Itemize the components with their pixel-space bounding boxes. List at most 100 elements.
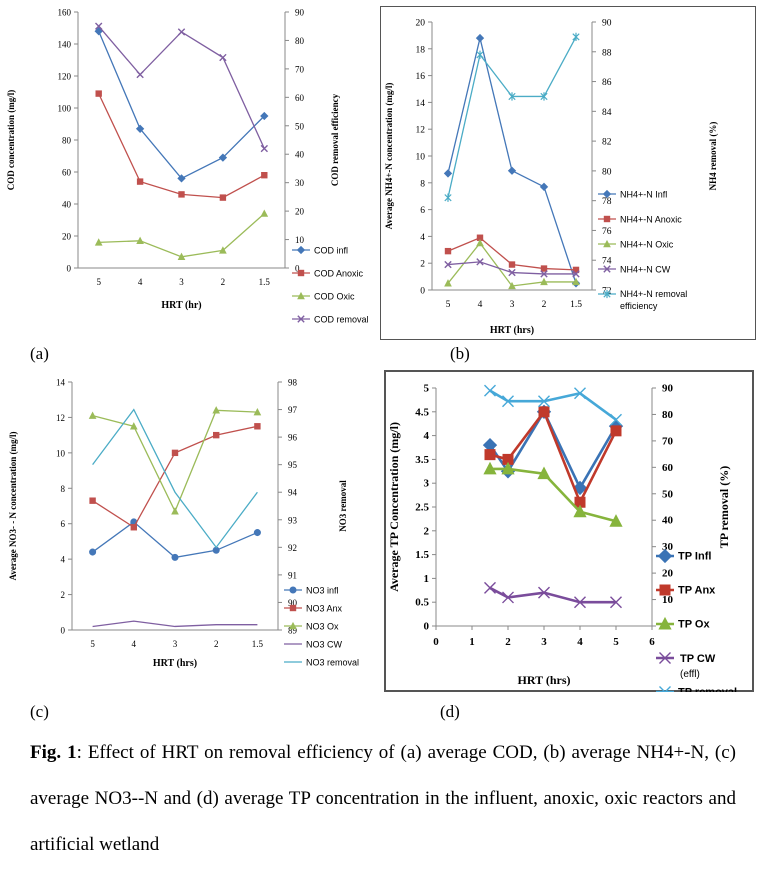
legend-label: NH4+-N Anoxic bbox=[620, 215, 682, 225]
y2-tick-label: 40 bbox=[662, 515, 674, 527]
data-point bbox=[253, 529, 261, 537]
y2-tick-label: 93 bbox=[288, 515, 298, 525]
y2-tick-label: 30 bbox=[295, 178, 305, 188]
legend-label: TP CW bbox=[680, 653, 716, 665]
y2-tick-label: 84 bbox=[602, 108, 612, 118]
y-tick-label: 0 bbox=[61, 626, 66, 636]
legend-item: TP Ox bbox=[656, 616, 710, 631]
y2-tick-label: 80 bbox=[662, 409, 674, 421]
y-tick-label: 2 bbox=[61, 590, 66, 600]
data-point bbox=[136, 70, 144, 79]
caption-text: : Effect of HRT on removal efficiency of… bbox=[30, 742, 736, 855]
x-tick-label: 1.5 bbox=[259, 277, 271, 287]
series-tp-ox bbox=[483, 461, 623, 527]
y-tick-label: 1.5 bbox=[415, 549, 429, 561]
y-tick-label: 1 bbox=[424, 573, 430, 585]
y2-tick-label: 98 bbox=[288, 378, 298, 388]
y2-tick-label: 70 bbox=[295, 64, 305, 74]
y-tick-label: 2 bbox=[424, 525, 430, 537]
legend-label: COD Oxic bbox=[314, 292, 355, 302]
data-point bbox=[540, 92, 548, 101]
y-tick-label: 60 bbox=[62, 168, 72, 178]
y2-tick-label: 30 bbox=[662, 541, 674, 553]
data-point bbox=[213, 431, 220, 439]
data-point bbox=[476, 234, 484, 241]
series-no3-anx bbox=[89, 423, 261, 531]
y-tick-label: 160 bbox=[58, 8, 72, 18]
y2-tick-label: 60 bbox=[295, 93, 305, 103]
chart-d-axes: 00.511.522.533.544.550102030405060708090… bbox=[387, 383, 731, 688]
y-axis-title: Average NO3- - N concentration (mg/l) bbox=[8, 431, 18, 580]
legend-swatch-marker bbox=[297, 315, 305, 323]
y-tick-label: 100 bbox=[58, 104, 72, 114]
legend-swatch-marker bbox=[289, 621, 297, 630]
legend-label: TP Infl bbox=[678, 551, 711, 563]
series-line bbox=[92, 620, 258, 628]
legend-item: NO3 removal bbox=[284, 658, 359, 668]
data-point bbox=[95, 90, 102, 97]
y-tick-label: 8 bbox=[61, 484, 66, 494]
y-tick-label: 14 bbox=[416, 99, 426, 109]
legend-item: COD infl bbox=[292, 246, 348, 256]
y2-tick-label: 97 bbox=[288, 405, 298, 415]
y2-tick-label: 95 bbox=[288, 460, 298, 470]
legend-item: NH4+-N removal efficiency bbox=[598, 289, 687, 311]
legend-label: NO3 removal bbox=[306, 658, 359, 668]
y2-tick-label: 90 bbox=[662, 383, 674, 395]
data-point bbox=[135, 124, 145, 133]
chart-panel-d: 00.511.522.533.544.550102030405060708090… bbox=[384, 370, 754, 692]
series-no3-cw bbox=[92, 620, 258, 628]
y-tick-label: 12 bbox=[416, 126, 426, 136]
data-point bbox=[507, 166, 517, 175]
y-tick-label: 4 bbox=[61, 555, 66, 565]
legend-label: COD Anoxic bbox=[314, 269, 364, 279]
y-tick-label: 18 bbox=[416, 45, 426, 55]
data-point bbox=[508, 281, 516, 290]
y-tick-label: 40 bbox=[62, 200, 72, 210]
y-tick-label: 4 bbox=[420, 233, 425, 243]
data-point bbox=[218, 153, 228, 162]
y-tick-label: 10 bbox=[416, 153, 426, 163]
x-tick-label: 5 bbox=[96, 277, 101, 287]
y2-tick-label: 76 bbox=[602, 227, 612, 237]
series-cod-infl bbox=[94, 27, 269, 183]
series-no3-ox bbox=[88, 406, 262, 515]
panel-label-b: (b) bbox=[450, 344, 470, 363]
series-line bbox=[98, 30, 265, 180]
data-point bbox=[444, 247, 452, 255]
data-point bbox=[178, 191, 185, 198]
legend-swatch-marker bbox=[658, 616, 672, 630]
y2-tick-label: 40 bbox=[295, 150, 305, 160]
data-point bbox=[538, 406, 550, 418]
panel-label-a: (a) bbox=[30, 344, 49, 363]
legend-swatch-marker bbox=[296, 245, 306, 255]
y-tick-label: 6 bbox=[61, 519, 66, 529]
data-point bbox=[219, 246, 227, 254]
series-line bbox=[92, 409, 258, 513]
series-cod-anoxic bbox=[95, 90, 268, 201]
legend-swatch-marker bbox=[297, 291, 305, 300]
x-tick-label: 3 bbox=[179, 277, 184, 287]
x-axis-title: HRT (hrs) bbox=[490, 325, 534, 336]
legend-label: NH4+-N Infl bbox=[620, 190, 667, 200]
legend-swatch-marker bbox=[602, 189, 612, 199]
data-point bbox=[475, 33, 485, 43]
y-tick-label: 16 bbox=[416, 72, 426, 82]
legend-label: efficiency bbox=[620, 301, 658, 311]
data-point bbox=[540, 265, 548, 272]
legend-item: COD Oxic bbox=[292, 292, 355, 302]
figure-caption: Fig. 1: Effect of HRT on removal efficie… bbox=[30, 730, 736, 868]
y2-tick-label: 96 bbox=[288, 433, 298, 443]
y2-axis-title: NH4 removal (%) bbox=[708, 122, 718, 191]
legend-swatch-marker bbox=[603, 265, 611, 273]
legend-label: NH4+-N removal bbox=[620, 289, 687, 299]
y-tick-label: 80 bbox=[62, 136, 72, 146]
data-point bbox=[95, 22, 103, 30]
data-point bbox=[540, 270, 548, 278]
legend-label: NH4+-N Oxic bbox=[620, 240, 674, 250]
panel-b-frame bbox=[380, 6, 756, 340]
legend-swatch-marker bbox=[659, 686, 671, 692]
y-tick-label: 3 bbox=[424, 478, 430, 490]
